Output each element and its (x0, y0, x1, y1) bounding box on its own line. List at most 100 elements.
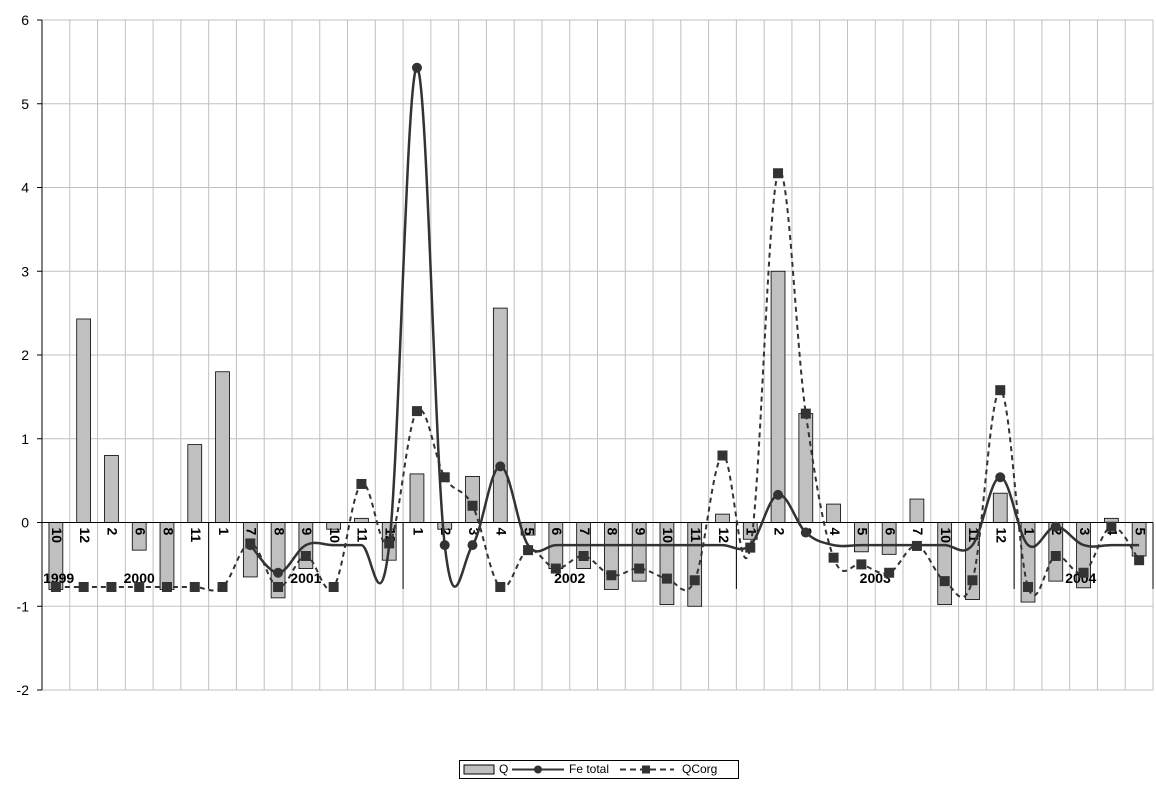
qcorg-marker (411, 406, 422, 417)
qcorg-marker (578, 551, 589, 561)
qcorg-marker (134, 581, 145, 592)
legend-label-q: Q (499, 762, 509, 776)
qcorg-marker (356, 478, 367, 489)
fe-total-marker (411, 62, 422, 73)
year-label: 2004 (1065, 570, 1096, 586)
qcorg-marker (745, 542, 756, 553)
year-labels: 1999 2000 2001 2002 2003 2004 (43, 570, 1096, 586)
qcorg-marker (273, 581, 284, 592)
y-tick-label: 6 (21, 12, 29, 28)
legend-item-q: Q (462, 762, 508, 777)
qcorg-marker (689, 575, 700, 586)
x-category-label: 5 (855, 528, 871, 536)
x-category-label: 7 (910, 528, 926, 536)
x-category-label: 10 (49, 528, 65, 544)
qcorg-marker (384, 538, 395, 549)
fe-total-marker (245, 540, 256, 551)
x-category-label: 1 (410, 528, 426, 536)
y-tick-label: 0 (21, 515, 29, 531)
y-tick-label: 5 (21, 96, 29, 112)
qcorg-marker (78, 581, 89, 592)
qcorg-marker (884, 567, 895, 578)
y-tick-label: 2 (21, 347, 29, 363)
qcorg-marker (634, 563, 645, 574)
qcorg-marker (550, 563, 561, 574)
legend-swatch-qcorg (620, 765, 674, 774)
qcorg-marker (106, 581, 117, 592)
qcorg-marker (467, 500, 478, 511)
year-label: 2000 (124, 570, 155, 586)
y-tick-label: -2 (17, 682, 30, 698)
qcorg-marker (800, 408, 811, 419)
series-markers (50, 62, 1145, 592)
qcorg-marker (1078, 567, 1089, 578)
qcorg-marker (606, 570, 617, 581)
qcorg-marker (661, 573, 672, 584)
x-category-label: 9 (299, 528, 315, 536)
legend: Q Fe total QCorg (459, 760, 739, 779)
legend-item-qcorg: QCorg (618, 762, 717, 777)
x-category-label: 3 (466, 528, 482, 536)
x-category-label: 6 (549, 528, 565, 536)
x-category-label: 8 (160, 528, 176, 536)
x-category-label: 6 (133, 528, 149, 536)
legend-label-qcorg: QCorg (682, 762, 718, 776)
qcorg-marker (189, 581, 200, 592)
x-category-label: 7 (244, 528, 260, 536)
legend-item-fe-total: Fe total (510, 762, 609, 777)
fe-total-marker (495, 461, 506, 472)
legend-swatch-fe-total (512, 765, 564, 774)
q-bar (354, 517, 369, 523)
q-bar (76, 318, 92, 523)
x-category-label: 12 (716, 528, 732, 544)
x-category-label: 11 (688, 528, 704, 543)
x-category-label: 4 (494, 528, 510, 536)
qcorg-marker (1023, 581, 1034, 592)
x-category-label: 7 (577, 528, 593, 536)
fe-total-marker (439, 540, 450, 551)
qcorg-marker (300, 551, 311, 561)
q-bar (409, 473, 425, 523)
y-tick-label: 4 (21, 180, 29, 196)
qcorg-marker (995, 385, 1006, 396)
fe-total-marker (800, 527, 811, 538)
qcorg-marker (717, 450, 728, 461)
fe-total-marker (995, 472, 1006, 483)
qcorg-marker (911, 540, 922, 551)
qcorg-marker (495, 581, 506, 592)
qcorg-marker (523, 545, 534, 556)
x-category-labels: 1012268111789101112123456789101112123456… (49, 528, 1148, 544)
gridlines (41, 19, 1154, 691)
q-bar (715, 513, 730, 523)
x-category-label: 2 (438, 528, 454, 536)
q-bar (492, 307, 508, 523)
qcorg-marker (856, 559, 867, 570)
q-bar (187, 444, 203, 523)
y-tick-label: 3 (21, 263, 29, 279)
x-category-label: 11 (355, 528, 371, 543)
fe-total-marker (773, 489, 784, 500)
x-category-label: 10 (660, 528, 676, 544)
q-bar (826, 503, 841, 523)
q-bar (770, 270, 786, 523)
qcorg-marker (217, 581, 228, 592)
x-category-label: 8 (605, 528, 621, 536)
x-category-label: 1 (216, 528, 232, 536)
legend-swatch-q (463, 764, 495, 775)
x-category-label: 2 (771, 528, 787, 536)
fe-total-line (249, 66, 1140, 588)
qcorg-marker (828, 552, 839, 563)
qcorg-marker (773, 168, 784, 179)
q-bar (215, 371, 230, 523)
fe-total-marker (1050, 521, 1061, 532)
q-bar (798, 413, 814, 523)
year-label: 2001 (290, 570, 321, 586)
qcorg-marker (161, 581, 172, 592)
qcorg-marker (967, 575, 978, 586)
x-category-label: 9 (632, 528, 648, 536)
year-label: 2002 (554, 570, 585, 586)
fe-total-marker (273, 567, 284, 578)
qcorg-marker (1050, 551, 1061, 561)
y-tick-labels: -2 -1 0 1 2 3 4 5 6 (17, 12, 30, 698)
